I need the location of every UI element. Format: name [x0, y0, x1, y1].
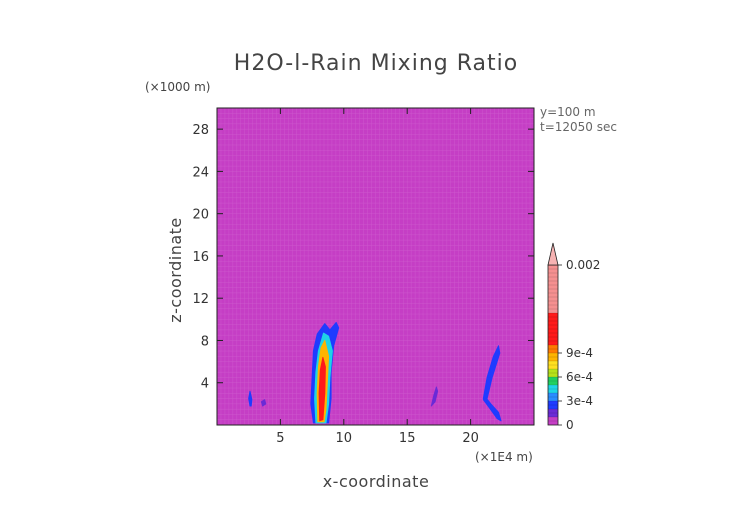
x-tick-label: 15	[399, 431, 416, 446]
colorbar-band	[548, 409, 558, 417]
mid-streak	[430, 386, 439, 407]
x-tick-label: 10	[336, 431, 353, 446]
colorbar: 0 3e-4 6e-4 9e-4 0.002	[547, 242, 600, 432]
plot-frame	[216, 107, 535, 426]
colorbar-label: 0	[566, 418, 574, 432]
colorbar-label: 6e-4	[566, 370, 593, 384]
colorbar-band	[548, 345, 558, 353]
colorbar-band	[548, 369, 558, 377]
y-tick-label: 8	[201, 334, 209, 349]
y-tick-label: 28	[192, 123, 209, 138]
x-tick-label: 5	[276, 431, 284, 446]
chart-title: H2O-l-Rain Mixing Ratio	[234, 51, 518, 76]
left-streak-1	[248, 390, 253, 407]
colorbar-label: 0.002	[566, 258, 600, 272]
colorbar-band	[548, 401, 558, 409]
x-axis-label: x-coordinate	[323, 472, 430, 491]
y-tick-label: 24	[192, 165, 209, 180]
colorbar-label: 9e-4	[566, 346, 593, 360]
colorbar-band	[548, 417, 558, 425]
annotation-y: y=100 m	[540, 105, 596, 119]
colorbar-band	[548, 361, 558, 369]
y-unit-label: (×1000 m)	[145, 80, 210, 94]
colorbar-label: 3e-4	[566, 394, 593, 408]
y-tick-label: 20	[192, 208, 209, 223]
y-tick-label: 16	[192, 250, 209, 265]
colorbar-band	[548, 385, 558, 393]
colorbar-band	[548, 393, 558, 401]
x-unit-label: (×1E4 m)	[475, 450, 533, 464]
colorbar-band	[548, 265, 558, 313]
colorbar-overflow-arrow	[547, 242, 559, 266]
right-streak-2	[482, 397, 502, 422]
colorbar-band	[548, 313, 558, 345]
left-streak-2	[260, 399, 267, 407]
cell-grid	[217, 108, 534, 425]
y-tick-label: 4	[201, 377, 209, 392]
plot-area: 5 10 15 20 4 8 12 16 20 24 28	[192, 107, 535, 446]
right-streak-1	[482, 345, 501, 400]
main-rain-peak	[318, 356, 326, 422]
y-tick-label: 12	[192, 292, 209, 307]
x-tick-label: 20	[462, 431, 479, 446]
colorbar-band	[548, 353, 558, 361]
y-axis-label: z-coordinate	[166, 217, 185, 323]
colorbar-band	[548, 377, 558, 385]
annotation-t: t=12050 sec	[540, 120, 617, 134]
